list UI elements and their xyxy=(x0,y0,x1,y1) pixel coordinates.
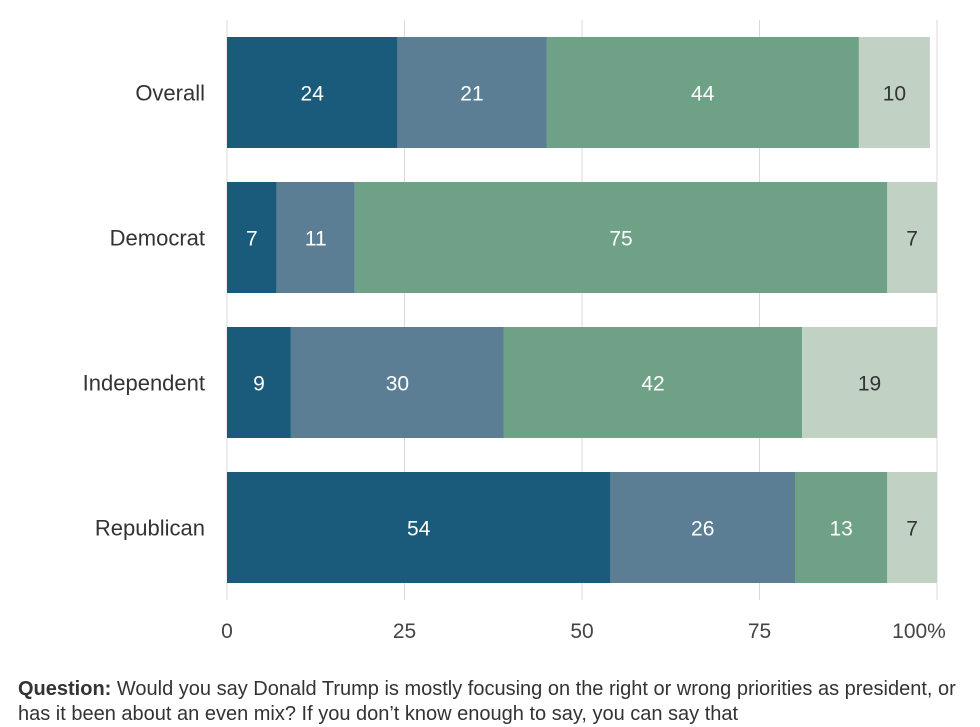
value-label: 26 xyxy=(691,518,714,541)
bar-segment xyxy=(802,327,937,438)
footnote-label: Question: xyxy=(18,678,112,700)
x-tick-label: 50 xyxy=(570,620,593,643)
bar-segment xyxy=(227,327,291,438)
x-axis-ticks: 0 25 50 75 100% xyxy=(221,620,946,643)
bars xyxy=(227,37,937,583)
value-label: 54 xyxy=(407,518,431,541)
category-labels: Overall Democrat Independent Republican xyxy=(83,81,205,541)
bar-segment xyxy=(227,182,277,293)
bar-segment xyxy=(276,182,355,293)
bar-segment xyxy=(610,472,795,583)
stacked-bar-chart: 24 21 44 10 7 11 75 7 9 30 42 19 54 26 13 7 Overall Demo… xyxy=(83,20,946,643)
bar-segment xyxy=(503,327,803,438)
footnote-text: Would you say Donald Trump is mostly foc… xyxy=(18,678,956,725)
bar-segment xyxy=(795,472,888,583)
category-label: Republican xyxy=(95,516,205,541)
value-label: 13 xyxy=(829,518,852,541)
value-label: 9 xyxy=(253,373,265,396)
bar-segment xyxy=(887,472,937,583)
category-label: Independent xyxy=(83,371,205,396)
category-label: Democrat xyxy=(110,226,205,251)
bar-segment xyxy=(858,37,930,148)
value-label: 30 xyxy=(386,373,409,396)
bar-segment xyxy=(887,182,937,293)
bar-segment xyxy=(354,182,888,293)
bar-segment xyxy=(227,37,398,148)
value-label: 10 xyxy=(883,83,906,106)
value-label: 75 xyxy=(609,228,632,251)
bar-segment xyxy=(397,37,547,148)
x-tick-label: 75 xyxy=(748,620,771,643)
value-label: 11 xyxy=(305,228,327,251)
value-label: 19 xyxy=(858,373,881,396)
value-label: 7 xyxy=(906,228,918,251)
category-label: Overall xyxy=(135,81,205,106)
bar-segment xyxy=(546,37,859,148)
value-label: 44 xyxy=(691,83,715,106)
value-label: 7 xyxy=(246,228,258,251)
x-tick-label: 100% xyxy=(892,620,946,643)
value-label: 7 xyxy=(906,518,918,541)
x-tick-label: 25 xyxy=(393,620,416,643)
value-label: 21 xyxy=(460,83,483,106)
bar-segment xyxy=(290,327,504,438)
value-label: 42 xyxy=(641,373,664,396)
value-label: 24 xyxy=(301,83,325,106)
x-tick-label: 0 xyxy=(221,620,233,643)
bar-segment xyxy=(227,472,611,583)
value-labels: 24 21 44 10 7 11 75 7 9 30 42 19 54 26 13 7 xyxy=(246,83,918,541)
